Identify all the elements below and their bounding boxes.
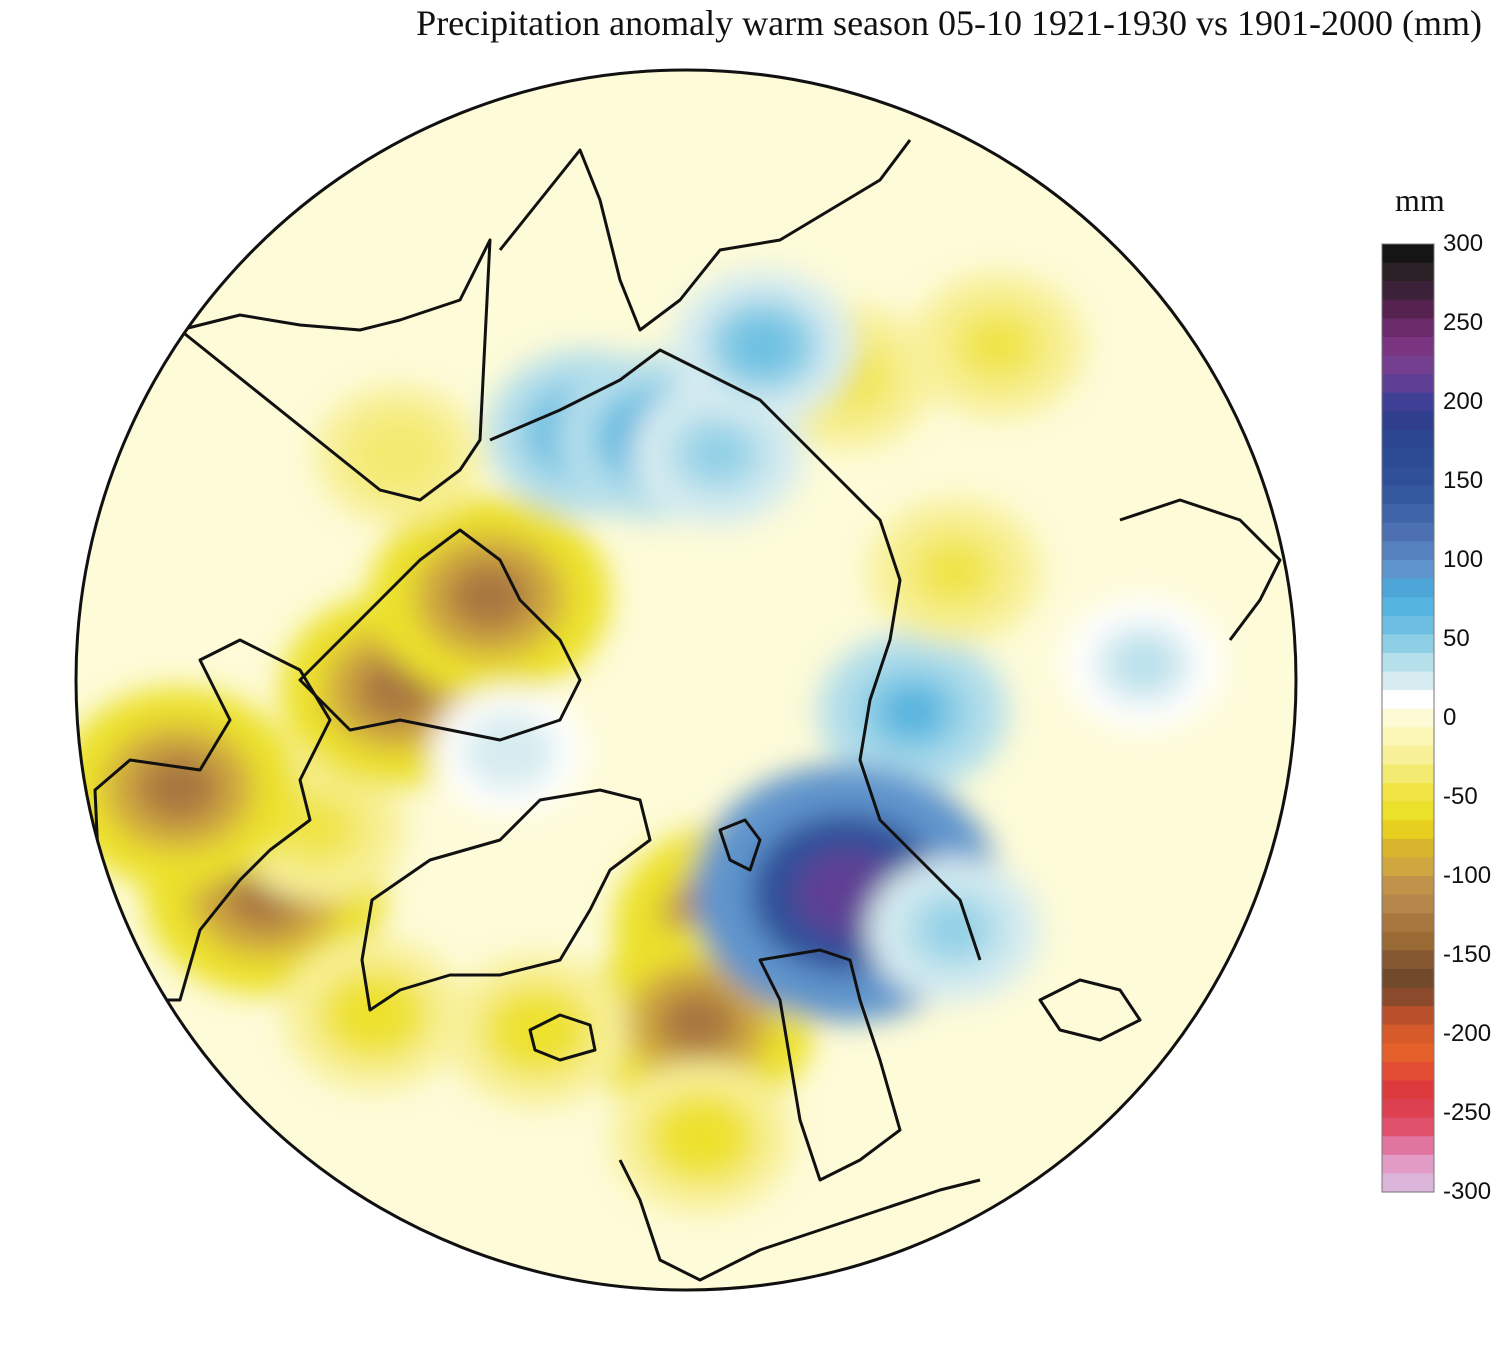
legend-color-bin (1382, 1043, 1434, 1063)
legend-color-bin (1382, 262, 1434, 282)
iceland-coastline (528, 1013, 597, 1062)
legend-tick-label: -200 (1443, 1020, 1492, 1047)
anomaly-contour (968, 320, 1028, 371)
legend-color-bin (1382, 968, 1434, 989)
legend-color-bin (1382, 764, 1434, 784)
legend-color-bin (1382, 727, 1434, 747)
legend-color-bin (1382, 708, 1434, 728)
legend-color-bin (1382, 857, 1434, 877)
legend-color-bin (1382, 244, 1434, 264)
legend-unit-label: mm (1395, 182, 1445, 218)
legend-color-bin (1382, 392, 1434, 412)
legend-color-bin (1382, 1061, 1434, 1082)
legend-color-bin (1382, 894, 1434, 914)
anomaly-contour (880, 684, 945, 739)
legend-color-bin (1382, 411, 1434, 431)
legend-color-bin (1382, 522, 1434, 543)
legend-color-bin (1382, 429, 1434, 450)
legend-color-bin (1382, 820, 1434, 840)
legend-color-bin (1382, 281, 1434, 301)
alaska-coastline (178, 238, 492, 502)
legend-tick-label: -250 (1443, 1099, 1492, 1126)
legend-color-bin (1382, 671, 1434, 691)
legend-color-bin (1382, 987, 1434, 1007)
legend-color-bin (1382, 560, 1434, 580)
anomaly-contour (924, 904, 984, 955)
map-title: Precipitation anomaly warm season 05-10 … (416, 3, 1482, 43)
legend-color-bin (1382, 597, 1434, 617)
legend-color-bin (1382, 299, 1434, 319)
china-coastline (1119, 498, 1282, 641)
anomaly-contour (688, 428, 748, 479)
legend-color-bin (1382, 1154, 1434, 1175)
legend-color-bin (1382, 504, 1434, 524)
europe-coastline (618, 1159, 981, 1282)
legend-color-bin (1382, 876, 1434, 896)
legend-color-bin (1382, 448, 1434, 468)
legend-color-bin (1382, 355, 1434, 375)
legend-color-bin (1382, 652, 1434, 673)
legend-color-bin (1382, 931, 1434, 951)
legend-color-bin (1382, 615, 1434, 635)
anomaly-contour (732, 319, 795, 372)
color-scale-legend (1381, 243, 1435, 1193)
kamchatka-coastline (498, 139, 912, 332)
anomaly-contour (343, 988, 405, 1041)
legend-tick-label: 250 (1443, 309, 1484, 336)
black-sea-coastline (1038, 978, 1142, 1042)
legend-tick-label: -150 (1443, 941, 1492, 968)
siberia-coastline (489, 348, 982, 961)
legend-tick-label: 50 (1443, 625, 1470, 652)
legend-color-bin (1382, 467, 1434, 487)
legend-color-bin (1382, 1173, 1434, 1193)
anomaly-contour (369, 431, 426, 479)
legend-color-bin (1382, 1024, 1434, 1044)
legend-color-bin (1382, 745, 1434, 766)
legend-color-bin (1382, 950, 1434, 970)
anomaly-contour (288, 803, 348, 854)
legend-color-bin (1382, 336, 1434, 357)
legend-color-bin (1382, 1099, 1434, 1119)
legend-color-bin (1382, 1006, 1434, 1026)
legend-color-bin (1382, 1117, 1434, 1137)
legend-tick-label: 200 (1443, 388, 1484, 415)
legend-color-bin (1382, 913, 1434, 933)
greenland-coastline (360, 788, 652, 1012)
legend-tick-label: -100 (1443, 862, 1492, 889)
legend-tick-label: -300 (1443, 1178, 1492, 1205)
anomaly-contour (671, 1111, 733, 1163)
legend-tick-label: 300 (1443, 230, 1484, 257)
anomaly-contour (925, 546, 985, 597)
legend-color-bin (1382, 690, 1434, 710)
legend-tick-label: 150 (1443, 467, 1484, 494)
arctic-archipelago-coastline (298, 528, 582, 742)
legend-color-bin (1382, 838, 1434, 859)
legend-outline (1381, 243, 1435, 1193)
anomaly-field (76, 269, 1224, 1214)
legend-color-bin (1382, 374, 1434, 394)
legend-color-bin (1382, 318, 1434, 338)
svalbard-coastline (718, 818, 762, 872)
legend-color-bin (1382, 634, 1434, 654)
legend-color-bin (1382, 1080, 1434, 1100)
anomaly-contour (1115, 641, 1171, 687)
legend-tick-label: 0 (1443, 704, 1457, 731)
anomaly-contour (658, 989, 738, 1056)
legend-color-bin (1382, 541, 1434, 561)
legend-color-bin (1382, 1136, 1434, 1156)
map-boundary-circle (74, 68, 1298, 1292)
legend-color-bin (1382, 578, 1434, 598)
legend-tick-label: 100 (1443, 546, 1484, 573)
scandinavia-coastline (758, 948, 902, 1182)
legend-color-bin (1382, 783, 1434, 803)
legend-color-bin (1382, 801, 1434, 821)
legend-tick-label: -50 (1443, 783, 1478, 810)
anomaly-contour (506, 1005, 568, 1057)
legend-color-bin (1382, 485, 1434, 505)
